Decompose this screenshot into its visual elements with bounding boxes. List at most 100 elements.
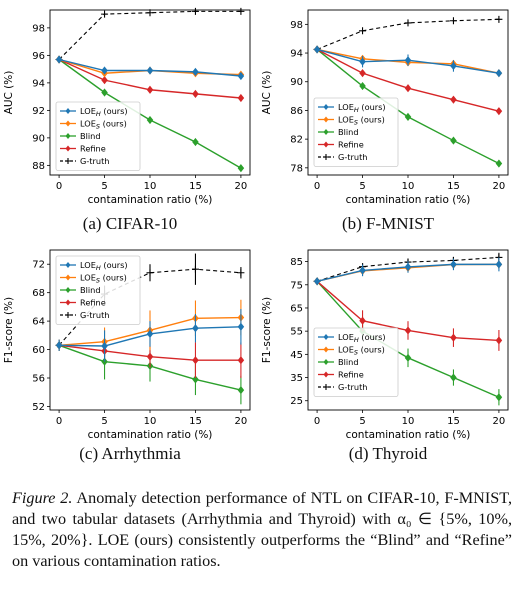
d-thyroid-legend-loe-s-ours-label: LOES (ours) (338, 345, 385, 357)
c-arrhythmia-xtick-label-5: 5 (101, 416, 107, 427)
b-f-mnist-xtick-label-10: 10 (402, 181, 415, 192)
d-thyroid-ytick-label-35: 35 (290, 373, 303, 384)
c-arrhythmia-series-loe-h-ours-point-0 (55, 341, 63, 350)
figure-caption: Figure 2. Anomaly detection performance … (12, 488, 512, 572)
d-thyroid-series-blind-point-20 (495, 393, 503, 402)
d-thyroid-series-refine-point-10 (404, 326, 412, 335)
b-f-mnist-legend-loe-s-ours-swatch-marker (323, 116, 329, 123)
c-arrhythmia-ytick-label-64: 64 (32, 317, 45, 328)
a-cifar-10-legend-refine-swatch-marker (65, 145, 71, 152)
c-arrhythmia-ytick-label-72: 72 (32, 260, 45, 271)
d-thyroid-legend-g-truth-label: G-truth (338, 382, 367, 392)
d-thyroid-legend-blind-swatch-marker (323, 359, 329, 365)
b-f-mnist-series-refine-point-20 (495, 107, 503, 116)
c-arrhythmia-ytick-label-52: 52 (32, 402, 45, 413)
d-thyroid-ytick-label-85: 85 (290, 257, 303, 268)
c-arrhythmia-xtick-label-20: 20 (235, 416, 248, 427)
c-arrhythmia-legend-loe-s-ours-swatch-marker (65, 274, 71, 281)
c-arrhythmia-legend-refine-label: Refine (80, 298, 106, 308)
b-f-mnist-xtick-label-15: 15 (447, 181, 460, 192)
a-cifar-10-legend-loe-h-ours-label: LOEH (ours) (80, 106, 128, 118)
panel-title-arrhythmia: (c) Arrhythmia (79, 444, 181, 463)
b-f-mnist-xtick-label-5: 5 (359, 181, 365, 192)
panel-title-cifar10: (a) CIFAR-10 (82, 214, 178, 233)
panel-thyroid: 25 35 45 55 65 75 85 0 5 10 15 20 contamination rati… (258, 240, 518, 480)
d-thyroid-legend-refine-swatch-marker (323, 371, 329, 378)
b-f-mnist-legend-loe-h-ours-label: LOEH (ours) (338, 102, 386, 114)
a-cifar-10-legend-loe-h-ours-swatch-marker (65, 108, 71, 114)
a-cifar-10-series-blind-point-15 (192, 137, 199, 147)
a-cifar-10-xtick-label-5: 5 (101, 181, 107, 192)
d-thyroid-xtick-label-20: 20 (493, 416, 506, 427)
b-f-mnist-series-blind-point-15 (450, 136, 457, 145)
a-cifar-10-ytick-label-94: 94 (32, 78, 45, 89)
b-f-mnist-series-g-truth-point-10 (404, 19, 412, 27)
chart-thyroid: 25 35 45 55 65 75 85 0 5 10 15 20 contamination rati… (261, 249, 509, 441)
c-arrhythmia-legend-g-truth-swatch-marker (65, 312, 71, 318)
d-thyroid-series-loe-h-ours-point-10 (404, 262, 412, 272)
b-f-mnist-xtick-label-20: 20 (493, 181, 506, 192)
a-cifar-10-xtick-label-15: 15 (189, 181, 202, 192)
b-f-mnist-series-refine-point-5 (359, 69, 366, 78)
a-cifar-10-xtick-label-0: 0 (56, 181, 62, 192)
a-cifar-10-ytick-label-98: 98 (32, 23, 45, 34)
a-cifar-10-series-blind-point-20 (237, 164, 245, 173)
b-f-mnist-legend-loe-s-ours-label: LOES (ours) (338, 115, 385, 127)
b-f-mnist-ylabel: AUC (%) (261, 71, 273, 115)
c-arrhythmia-ylabel: F1-score (%) (3, 297, 15, 363)
a-cifar-10-series-g-truth-point-20 (237, 7, 245, 15)
caption-text: Anomaly detection performance of NTL on … (12, 489, 512, 570)
a-cifar-10-ytick-label-96: 96 (32, 51, 45, 62)
b-f-mnist-series-g-truth-line (316, 18, 499, 50)
c-arrhythmia-legend-refine-swatch-marker (65, 299, 71, 306)
d-thyroid-legend-box (313, 327, 399, 397)
panel-title-thyroid: (d) Thyroid (348, 444, 428, 463)
c-arrhythmia-ytick-label-60: 60 (32, 345, 45, 356)
b-f-mnist-ytick-label-90: 90 (290, 77, 303, 88)
b-f-mnist-legend-refine-swatch-marker (323, 141, 329, 148)
a-cifar-10-series-g-truth-line (58, 10, 241, 60)
a-cifar-10-series-loe-h-ours-point-15 (192, 67, 199, 76)
c-arrhythmia-series-g-truth-point-20 (237, 269, 245, 277)
b-f-mnist-series-refine-point-15 (450, 95, 457, 104)
chart-fmnist: 78 82 86 90 94 98 0 5 10 15 20 contamination ratio … (261, 9, 509, 205)
a-cifar-10-series-blind-point-10 (146, 115, 154, 125)
a-cifar-10-series-refine-point-10 (146, 85, 154, 94)
a-cifar-10-series-blind-point-5 (101, 88, 108, 97)
panel-arrhythmia: 52 56 60 64 68 72 0 5 10 15 20 contamination ratio … (0, 240, 260, 480)
b-f-mnist-series-loe-h-ours-point-5 (359, 57, 366, 66)
d-thyroid-legend-loe-h-ours-label: LOEH (ours) (338, 332, 386, 344)
c-arrhythmia-xtick-label-15: 15 (189, 416, 202, 427)
d-thyroid-xtick-label-5: 5 (359, 416, 365, 427)
a-cifar-10-series-g-truth-point-15 (191, 7, 199, 15)
a-cifar-10-ytick-label-90: 90 (32, 133, 45, 144)
c-arrhythmia-series-blind-point-15 (192, 375, 199, 384)
d-thyroid-ytick-label-65: 65 (290, 303, 303, 314)
a-cifar-10-series-loe-h-ours-point-20 (237, 71, 245, 81)
a-cifar-10-series-loe-h-ours-point-5 (101, 66, 108, 75)
b-f-mnist-legend-blind-label: Blind (338, 127, 359, 137)
c-arrhythmia-legend-loe-h-ours-swatch-marker (65, 262, 71, 268)
c-arrhythmia-ytick-label-68: 68 (32, 288, 45, 299)
d-thyroid-series-blind-point-15 (450, 373, 457, 382)
b-f-mnist-ytick-label-86: 86 (290, 106, 303, 117)
d-thyroid-series-refine-point-5 (359, 316, 366, 325)
d-thyroid-series-refine-point-20 (495, 336, 503, 345)
a-cifar-10-series-refine-point-20 (237, 93, 245, 103)
d-thyroid-series-loe-h-ours-point-0 (313, 277, 321, 286)
d-thyroid-xtick-label-0: 0 (314, 416, 320, 427)
b-f-mnist-series-loe-h-ours-point-15 (450, 61, 457, 71)
d-thyroid-series-loe-h-ours-point-20 (495, 260, 503, 269)
c-arrhythmia-legend-box (55, 255, 141, 325)
c-arrhythmia-series-loe-h-ours-point-20 (237, 322, 245, 331)
c-arrhythmia-xlabel: contamination ratio (%) (88, 429, 213, 441)
a-cifar-10-ytick-label-92: 92 (32, 106, 45, 117)
panel-title-fmnist: (b) F-MNIST (341, 214, 435, 233)
d-thyroid-ytick-label-45: 45 (290, 350, 303, 361)
chart-cifar10: 88 90 92 94 96 98 0 5 10 15 20 contamination ratio … (3, 7, 251, 205)
c-arrhythmia-series-blind-point-20 (237, 386, 245, 395)
a-cifar-10-legend-blind-swatch-marker (65, 133, 71, 139)
d-thyroid-series-loe-h-ours-point-15 (450, 260, 457, 269)
d-thyroid-ytick-label-75: 75 (290, 280, 303, 291)
b-f-mnist-xlabel: contamination ratio (%) (346, 194, 471, 205)
